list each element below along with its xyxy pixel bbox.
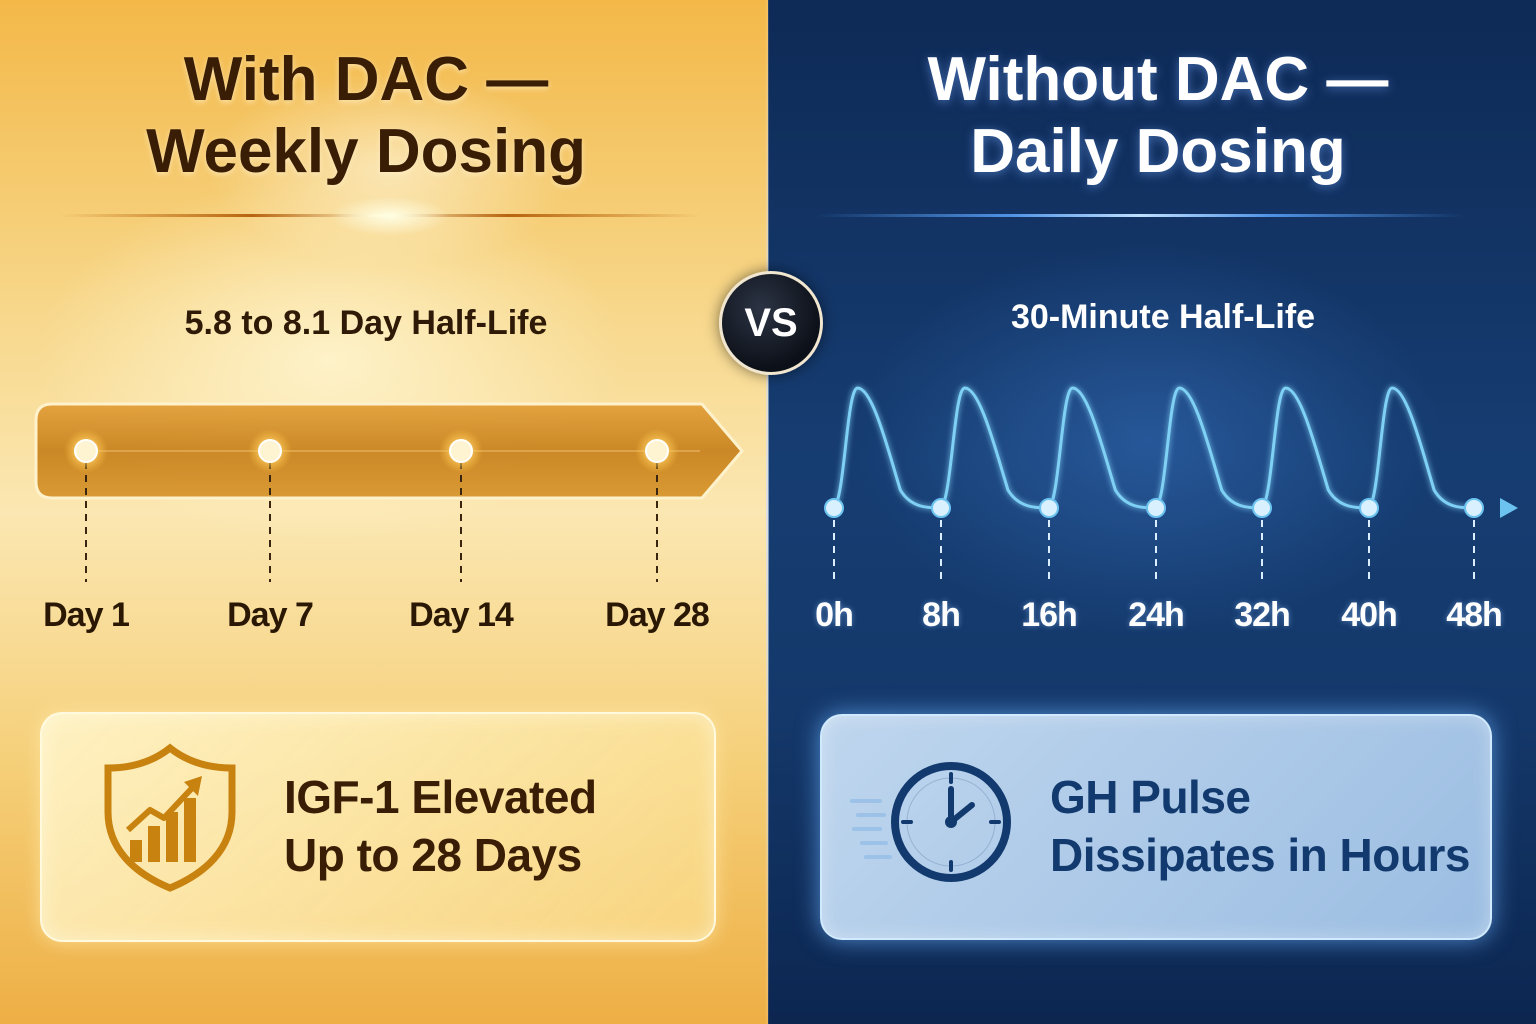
weekly-marker-dot <box>74 439 98 463</box>
daily-marker-dot <box>1252 498 1272 518</box>
left-title-line2: Weekly Dosing <box>146 117 586 186</box>
weekly-markers <box>64 429 679 582</box>
daily-timeline-label: 24h <box>1128 596 1185 634</box>
left-half-life: 5.8 to 8.1 Day Half-Life <box>184 304 548 342</box>
daily-timeline-label: 0h <box>815 596 854 634</box>
daily-timeline-label: 32h <box>1234 596 1291 634</box>
weekly-marker-dot <box>449 439 473 463</box>
right-card-line1: GH Pulse <box>1050 771 1251 823</box>
daily-marker-dot <box>931 498 951 518</box>
left-card-text: IGF-1 Elevated Up to 28 Days <box>284 768 597 884</box>
weekly-marker-dot <box>645 439 669 463</box>
daily-marker-dot <box>824 498 844 518</box>
left-card-line2: Up to 28 Days <box>284 829 582 881</box>
daily-marker-dot <box>1039 498 1059 518</box>
daily-timeline-label: 40h <box>1341 596 1398 634</box>
daily-timeline-label: 8h <box>922 596 961 634</box>
right-half-life: 30-Minute Half-Life <box>1010 298 1316 336</box>
left-card-line1: IGF-1 Elevated <box>284 771 597 823</box>
daily-marker-dot <box>1146 498 1166 518</box>
left-title-line1: With DAC — <box>183 45 549 114</box>
right-title-rule <box>815 214 1465 217</box>
shield-trend-icon <box>104 743 236 892</box>
right-title-line2: Daily Dosing <box>970 117 1346 186</box>
weekly-timeline-label: Day 28 <box>605 596 710 634</box>
daily-pulse-curve <box>832 386 1475 510</box>
clock-icon <box>850 762 1011 882</box>
right-card-text: GH Pulse Dissipates in Hours <box>1050 768 1470 884</box>
right-summary-card <box>820 714 1492 940</box>
weekly-timeline-label: Day 1 <box>43 596 130 634</box>
daily-axis-arrow <box>1500 498 1518 518</box>
daily-marker-dot <box>1464 498 1484 518</box>
weekly-marker-dot <box>258 439 282 463</box>
daily-pulse-chart <box>795 386 1518 584</box>
center-divider <box>766 0 769 1024</box>
left-rule-glow <box>330 196 450 236</box>
right-title: Without DAC — Daily Dosing <box>768 44 1536 188</box>
right-card-line2: Dissipates in Hours <box>1050 829 1470 881</box>
daily-timeline-label: 16h <box>1021 596 1078 634</box>
weekly-timeline-label: Day 7 <box>227 596 314 634</box>
daily-marker-dot <box>1359 498 1379 518</box>
left-title: With DAC — Weekly Dosing <box>0 44 732 188</box>
vs-badge: VS <box>719 271 823 375</box>
daily-timeline-label: 48h <box>1446 596 1503 634</box>
right-title-line1: Without DAC — <box>927 45 1389 114</box>
weekly-timeline-label: Day 14 <box>409 596 514 634</box>
